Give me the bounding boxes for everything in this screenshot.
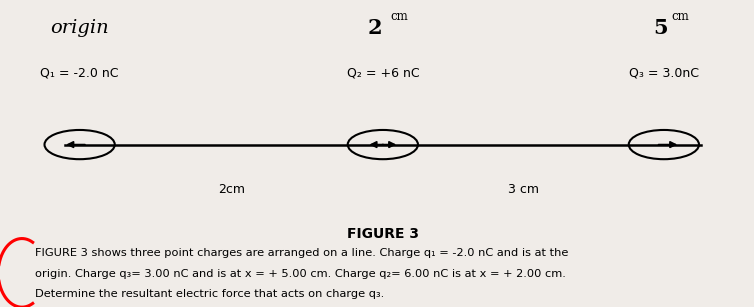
Text: 2cm: 2cm bbox=[218, 183, 245, 196]
Text: 5: 5 bbox=[653, 18, 667, 38]
Text: origin. Charge q₃= 3.00 nC and is at x = + 5.00 cm. Charge q₂= 6.00 nC is at x =: origin. Charge q₃= 3.00 nC and is at x =… bbox=[35, 269, 566, 279]
Text: Q₂ = +6 nC: Q₂ = +6 nC bbox=[347, 67, 419, 80]
Text: 2: 2 bbox=[368, 18, 390, 38]
Text: origin: origin bbox=[51, 19, 109, 37]
Text: cm: cm bbox=[671, 10, 689, 23]
Text: 3 cm: 3 cm bbox=[508, 183, 539, 196]
Text: cm: cm bbox=[391, 10, 408, 23]
Text: FIGURE 3: FIGURE 3 bbox=[347, 227, 418, 241]
Text: Determine the resultant electric force that acts on charge q₃.: Determine the resultant electric force t… bbox=[35, 289, 385, 299]
Text: Q₁ = -2.0 nC: Q₁ = -2.0 nC bbox=[41, 67, 119, 80]
Text: Q₃ = 3.0nC: Q₃ = 3.0nC bbox=[629, 67, 699, 80]
Text: FIGURE 3 shows three point charges are arranged on a line. Charge q₁ = -2.0 nC a: FIGURE 3 shows three point charges are a… bbox=[35, 248, 569, 258]
